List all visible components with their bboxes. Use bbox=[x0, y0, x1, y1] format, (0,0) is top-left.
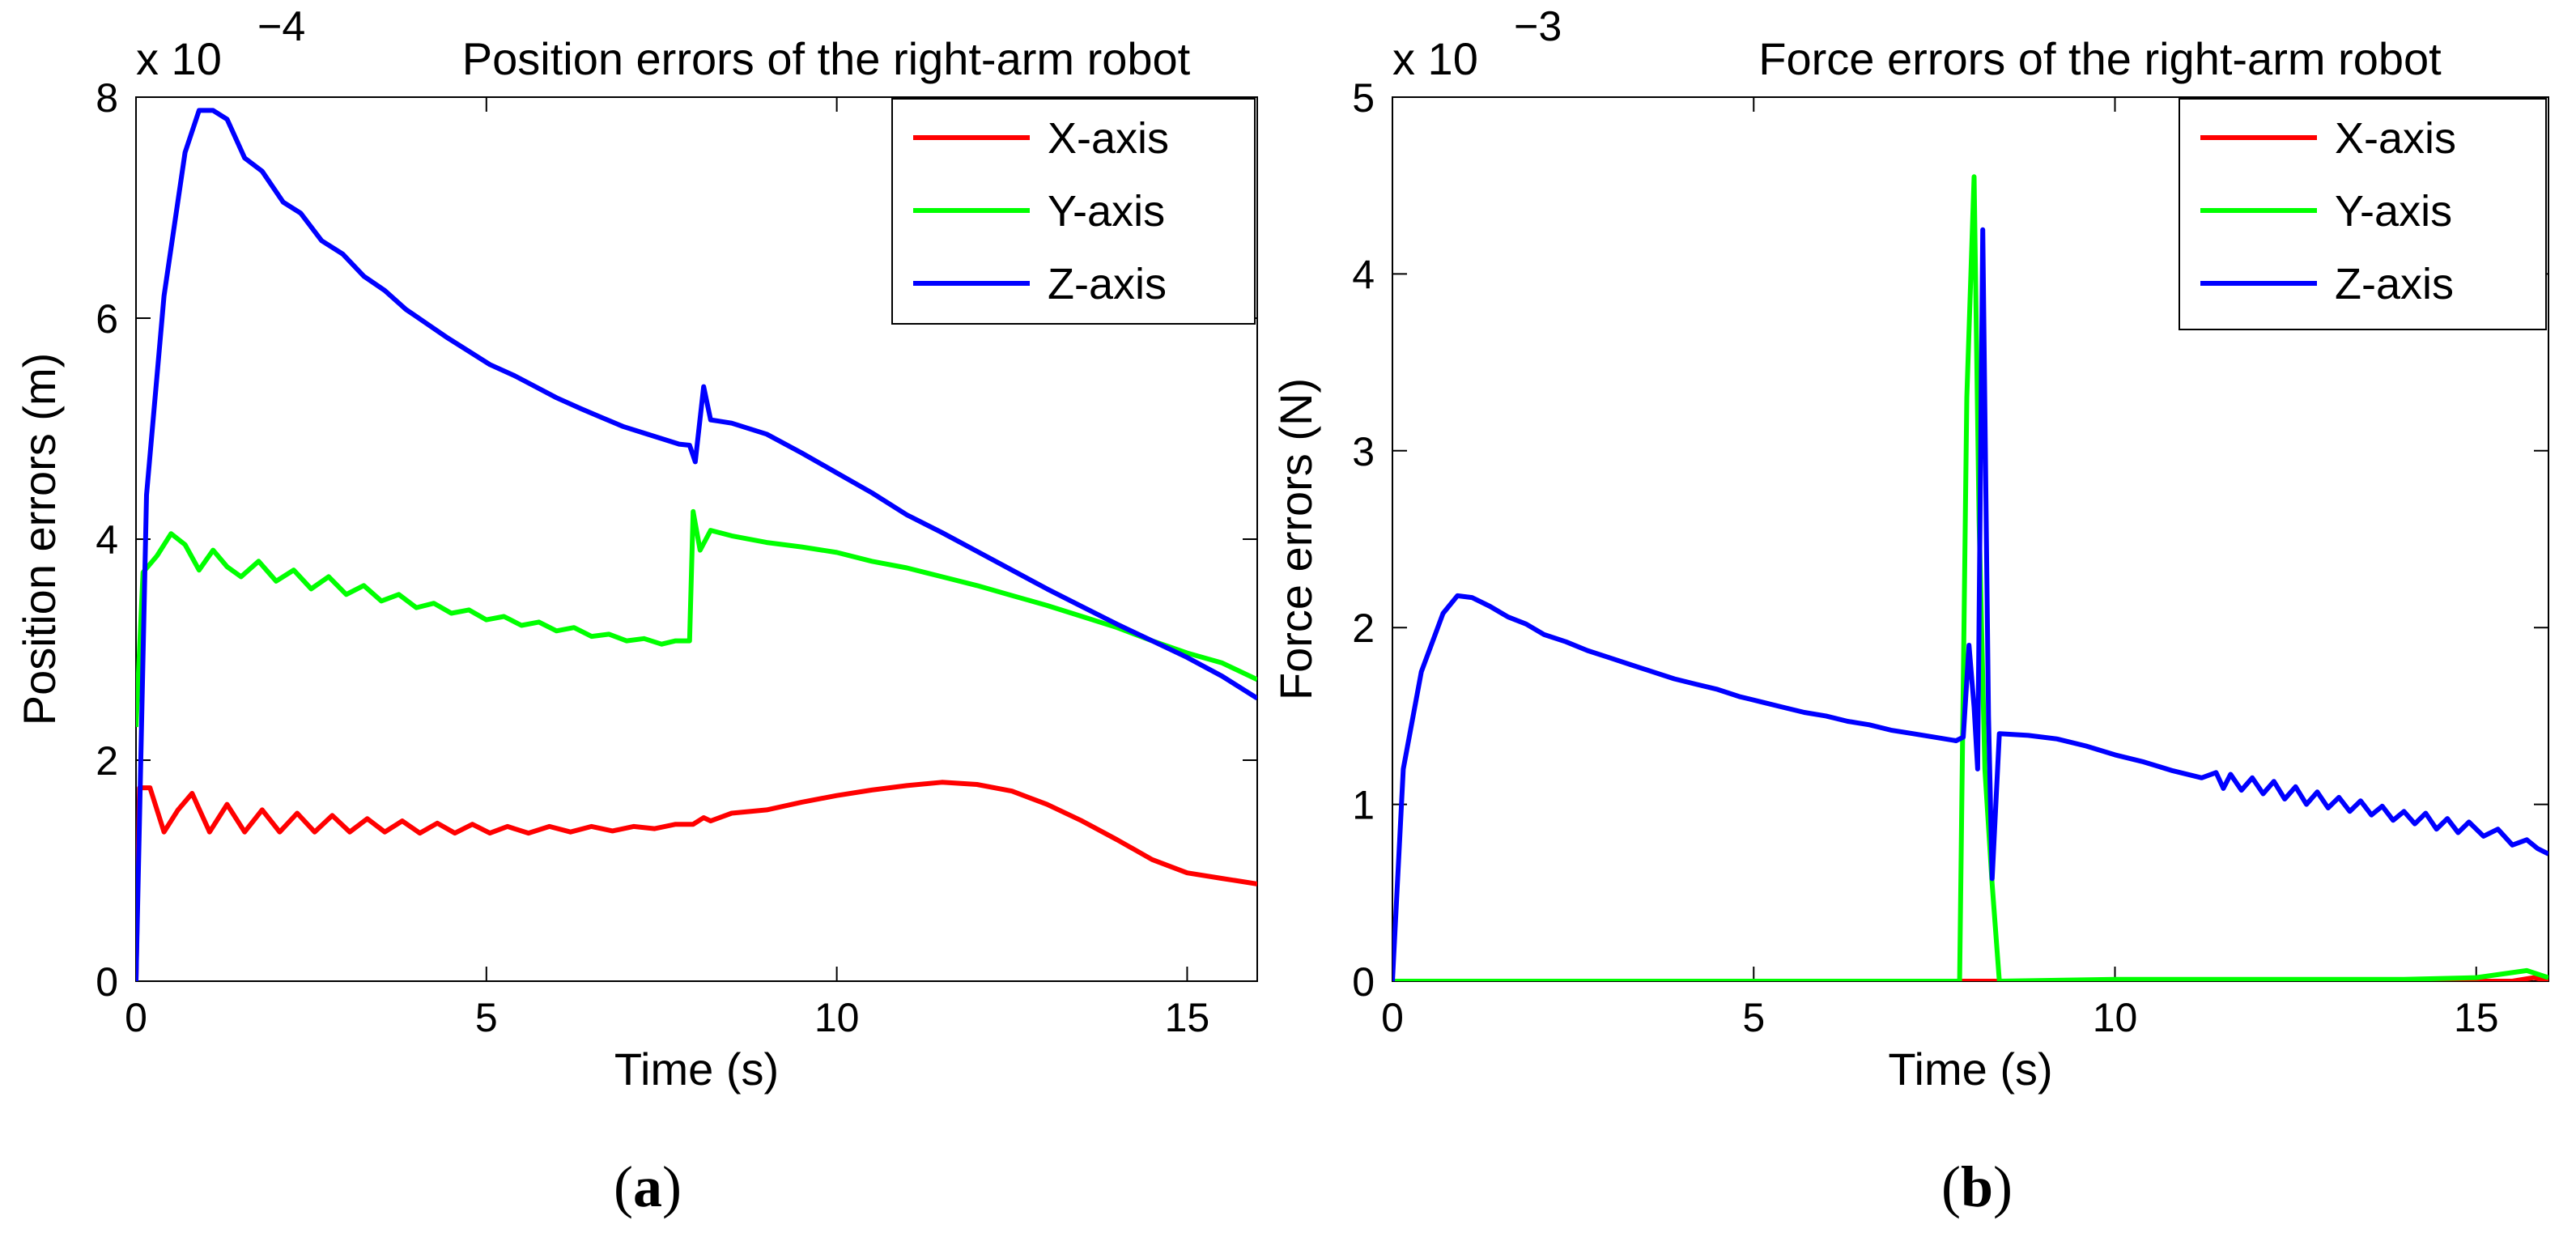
y-tick-label: 6 bbox=[96, 296, 118, 342]
y-tick-label: 2 bbox=[1352, 606, 1375, 651]
y-axis-label: Position errors (m) bbox=[14, 353, 65, 726]
y-tick-label: 4 bbox=[1352, 252, 1375, 297]
x-axis-label: Time (s) bbox=[1888, 1044, 2052, 1095]
panel-letter: a bbox=[633, 1154, 662, 1219]
axis-multiplier: x 10 bbox=[1392, 33, 1478, 84]
series-line-y-axis bbox=[136, 508, 1257, 728]
chart-panel-b: 0 5 10 15 0 1 2 3 4 5 Time (s) Force errors (N) x 10… bbox=[1270, 3, 2549, 1219]
x-tick-label: 5 bbox=[475, 995, 498, 1040]
axis-multiplier: x 10 bbox=[136, 33, 222, 84]
chart-title: Position errors of the right-arm robot bbox=[462, 33, 1191, 84]
legend: X-axis Y-axis Z-axis bbox=[891, 98, 1256, 325]
y-tick-label: 0 bbox=[1352, 959, 1375, 1005]
legend-label-y-axis: Y-axis bbox=[2335, 187, 2452, 236]
x-tick-label: 10 bbox=[814, 995, 860, 1040]
y-tick-label: 2 bbox=[96, 738, 118, 784]
legend: X-axis Y-axis Z-axis bbox=[2179, 98, 2547, 330]
y-tick-label: 0 bbox=[96, 959, 118, 1005]
y-tick-label: 8 bbox=[96, 75, 118, 121]
series-line-x-axis bbox=[136, 780, 1257, 981]
x-tick-label: 0 bbox=[1381, 995, 1404, 1040]
y-tick-label: 3 bbox=[1352, 429, 1375, 474]
panel-label: (a) bbox=[614, 1154, 682, 1219]
series-line-z-axis bbox=[136, 108, 1257, 981]
chart-panel-a: 0 5 10 15 0 2 4 6 8 Time (s) Position errors (m) x … bbox=[14, 3, 1258, 1219]
x-tick-label: 10 bbox=[2093, 995, 2138, 1040]
x-tick-label: 15 bbox=[1165, 995, 1210, 1040]
series-line-x-axis bbox=[1392, 975, 2548, 981]
y-axis-label: Force errors (N) bbox=[1270, 378, 1321, 700]
legend-label-x-axis: X-axis bbox=[1048, 114, 1169, 163]
chart-title: Force errors of the right-arm robot bbox=[1758, 33, 2442, 84]
panel-label: (b) bbox=[1941, 1154, 2013, 1219]
legend-label-y-axis: Y-axis bbox=[1048, 187, 1165, 236]
y-tick-label: 4 bbox=[96, 517, 118, 563]
y-tick-label: 5 bbox=[1352, 75, 1375, 121]
legend-label-z-axis: Z-axis bbox=[1048, 260, 1167, 308]
legend-label-z-axis: Z-axis bbox=[2335, 260, 2454, 308]
x-tick-label: 5 bbox=[1742, 995, 1765, 1040]
series-line-y-axis bbox=[1392, 174, 2548, 981]
panel-letter: b bbox=[1961, 1154, 1993, 1219]
x-tick-label: 15 bbox=[2454, 995, 2499, 1040]
series-line-z-axis bbox=[1392, 227, 2548, 981]
legend-label-x-axis: X-axis bbox=[2335, 114, 2456, 163]
y-tick-label: 1 bbox=[1352, 783, 1375, 828]
axis-multiplier-exponent: −3 bbox=[1514, 3, 1562, 50]
axis-multiplier-exponent: −4 bbox=[257, 3, 305, 50]
x-tick-label: 0 bbox=[125, 995, 147, 1040]
x-axis-label: Time (s) bbox=[614, 1044, 779, 1095]
